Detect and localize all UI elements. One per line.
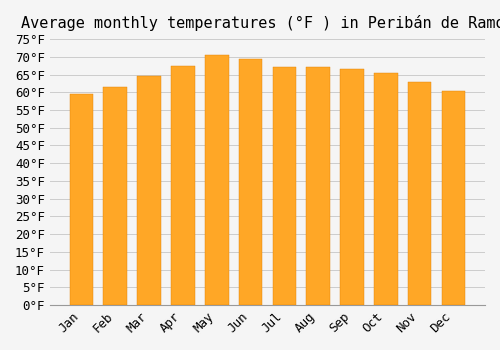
Title: Average monthly temperatures (°F ) in Peribán de Ramos: Average monthly temperatures (°F ) in Pe…: [21, 15, 500, 31]
Bar: [272, 68, 296, 305]
Bar: [104, 87, 127, 305]
Bar: [340, 69, 364, 305]
Bar: [205, 55, 229, 305]
Bar: [171, 66, 194, 305]
Bar: [374, 73, 398, 305]
Bar: [306, 68, 330, 305]
Bar: [442, 91, 465, 305]
Bar: [408, 82, 432, 305]
Bar: [238, 58, 262, 305]
Bar: [138, 76, 161, 305]
Bar: [70, 94, 94, 305]
